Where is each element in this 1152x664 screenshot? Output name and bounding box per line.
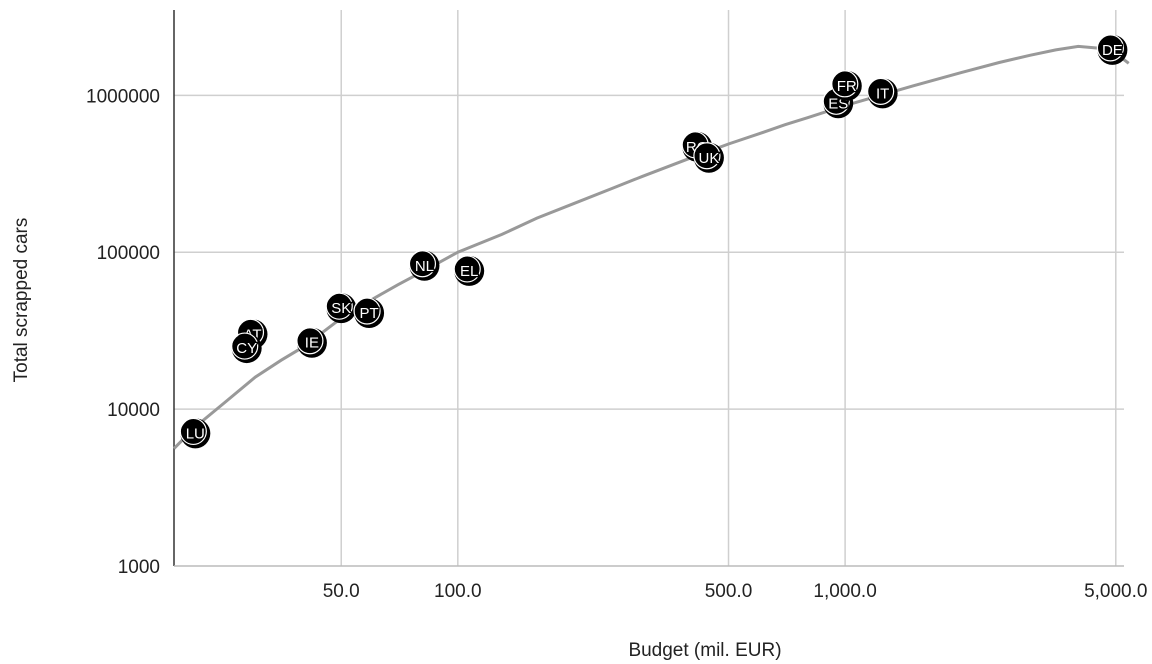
- x-tick-labels: 50.0 100.0 500.0 1,000.0 5,000.0: [323, 581, 1148, 602]
- data-point: FR: [831, 70, 862, 101]
- point-marker-highlight: [693, 142, 721, 170]
- point-label: FR: [837, 78, 857, 95]
- point-marker-highlight: [325, 292, 353, 320]
- point-label: UK: [698, 150, 719, 167]
- data-point: LU: [179, 417, 211, 449]
- point-marker-highlight: [353, 297, 381, 325]
- x-tick-label: 100.0: [434, 581, 482, 602]
- x-tick-label: 500.0: [705, 581, 753, 602]
- point-label: SK: [331, 300, 351, 317]
- data-point: SK: [325, 292, 357, 324]
- point-label: EL: [460, 263, 478, 280]
- x-tick-label: 1,000.0: [813, 581, 876, 602]
- y-axis-title: Total scrapped cars: [11, 218, 32, 383]
- point-marker-highlight: [231, 332, 259, 360]
- point-label: CY: [236, 340, 257, 357]
- trend-line: [172, 44, 1130, 450]
- point-marker-highlight: [453, 255, 481, 283]
- grid-lines: [174, 10, 1124, 566]
- data-points: LUATCYIESKPTNLELROUKESFRITDE: [179, 34, 1128, 449]
- point-marker-highlight: [408, 250, 437, 278]
- point-marker-highlight: [296, 327, 324, 355]
- x-tick-label: 5,000.0: [1084, 581, 1147, 602]
- data-point: UK: [693, 142, 724, 173]
- x-tick-label: 50.0: [323, 581, 360, 602]
- point-label: PT: [359, 305, 378, 322]
- data-point: PT: [353, 297, 385, 328]
- point-marker-highlight: [867, 77, 895, 105]
- data-point: NL: [408, 250, 440, 281]
- y-tick-label: 10000: [107, 400, 160, 421]
- data-point: CY: [231, 332, 262, 364]
- point-marker-highlight: [1096, 34, 1124, 62]
- point-label: LU: [186, 425, 205, 442]
- y-tick-label: 1000000: [86, 86, 160, 107]
- y-tick-label: 100000: [97, 243, 160, 264]
- axes: [173, 10, 1124, 567]
- point-label: NL: [415, 258, 434, 275]
- x-axis-title: Budget (mil. EUR): [628, 640, 781, 661]
- y-tick-labels: 1000 10000 100000 1000000: [86, 86, 160, 578]
- point-label: IT: [876, 85, 889, 102]
- data-point: IT: [867, 77, 898, 109]
- data-point: IE: [296, 327, 327, 358]
- point-marker-highlight: [179, 417, 207, 446]
- point-label: IE: [305, 335, 319, 352]
- point-label: DE: [1102, 42, 1123, 59]
- y-tick-label: 1000: [118, 557, 160, 578]
- point-marker-highlight: [831, 70, 859, 98]
- data-point: EL: [453, 255, 485, 286]
- data-point: DE: [1096, 34, 1128, 65]
